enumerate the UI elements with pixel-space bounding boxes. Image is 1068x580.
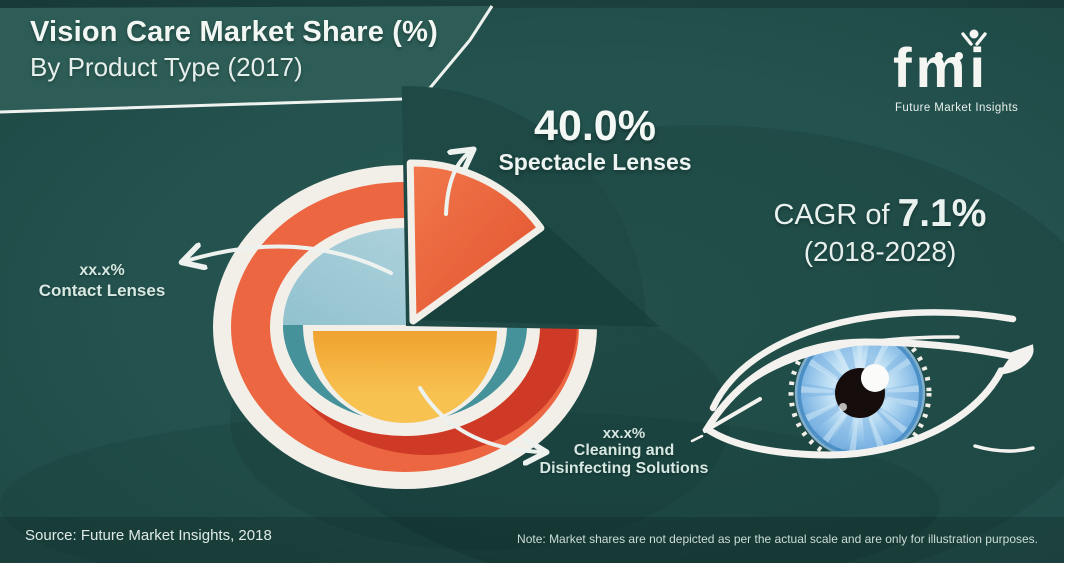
- fmi-logo-text: fmi: [893, 36, 989, 99]
- eye-corner-fold: [1001, 349, 1031, 371]
- brow-swoosh-inner: [737, 335, 960, 393]
- iris-spokes-light: [799, 342, 921, 454]
- cagr-period: (2018-2028): [803, 236, 957, 267]
- contact-value: xx.x%: [79, 262, 125, 279]
- slice-cleaning: [313, 331, 497, 423]
- top-edge-strip: [0, 0, 1064, 8]
- slice-spectacle-lenses: [406, 159, 545, 325]
- arrow-cleaning: [418, 386, 542, 452]
- infographic-canvas: Vision Care Market Share (%) By Product …: [0, 0, 1064, 563]
- iris-dotted-ring: [788, 342, 932, 455]
- iris-rim-outer: [794, 342, 926, 455]
- cagr-value: 7.1%: [897, 192, 987, 235]
- callout-spectacle: 40.0% Spectacle Lenses: [498, 102, 692, 176]
- fmi-logo: fmi Future Market Insights: [893, 26, 1063, 114]
- cagr-line: CAGR of 7.1%: [774, 192, 987, 236]
- arrow-contact: [186, 247, 393, 275]
- callout-arrows: [186, 152, 542, 452]
- title-panel: [0, 6, 492, 112]
- callout-contact: xx.x% Contact Lenses: [39, 262, 166, 301]
- logo-subtext: Future Market Insights: [895, 102, 1019, 114]
- iris-spokes-dark: [799, 342, 921, 454]
- page-title: Vision Care Market Share (%): [30, 16, 438, 48]
- note-text: Note: Market shares are not depicted as …: [517, 532, 1038, 546]
- arrow-spectacle: [444, 152, 470, 216]
- footer-band: [0, 517, 1064, 563]
- pie-chart: [213, 86, 730, 550]
- source-text: Source: Future Market Insights, 2018: [25, 527, 272, 544]
- pupil-glint-small: [839, 403, 847, 411]
- cleaning-label-line2: Disinfecting Solutions: [539, 460, 709, 478]
- logo-dot-icon: [935, 52, 943, 60]
- background-shadow-lower: [0, 410, 940, 563]
- spectacle-label: Spectacle Lenses: [498, 149, 692, 176]
- title-block: Vision Care Market Share (%) By Product …: [30, 16, 438, 83]
- callout-cleaning: xx.x% Cleaning and Disinfecting Solution…: [540, 425, 709, 479]
- logo-dot-icon: [955, 52, 963, 60]
- cleaning-value: xx.x%: [602, 425, 646, 442]
- eye-illustration: [690, 309, 1035, 459]
- brow-swoosh-outer: [709, 309, 1017, 412]
- contact-label: Contact Lenses: [38, 281, 166, 300]
- eye-corner-dash: [690, 434, 704, 443]
- eye-corner-flick: [703, 397, 762, 433]
- pupil-glint-large: [861, 364, 889, 392]
- cagr-block: CAGR of 7.1% (2018-2028): [774, 192, 987, 268]
- cleaning-label-line1: Cleaning and: [573, 442, 675, 459]
- lower-lash: [973, 444, 1035, 453]
- spectacle-value: 40.0%: [534, 102, 656, 150]
- cagr-prefix: CAGR of: [773, 199, 890, 231]
- logo-person-icon: [961, 29, 987, 46]
- artwork-layer: [0, 0, 1064, 563]
- page-subtitle: By Product Type (2017): [30, 52, 303, 82]
- wedge-cast-shadow: [414, 224, 660, 327]
